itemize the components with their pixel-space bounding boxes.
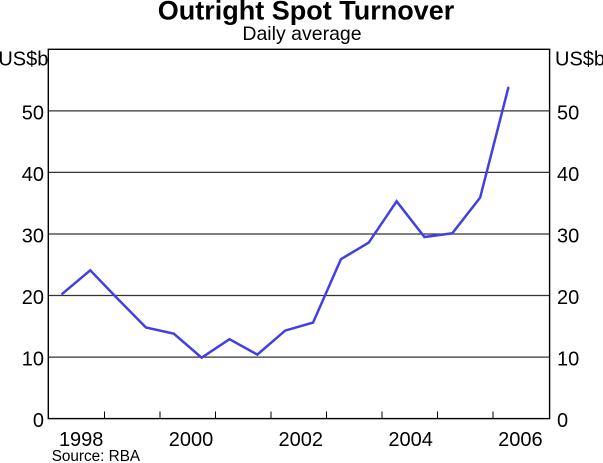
svg-text:2004: 2004 [388, 429, 433, 451]
svg-text:0: 0 [557, 410, 568, 432]
svg-text:40: 40 [22, 164, 44, 186]
svg-text:30: 30 [557, 226, 579, 248]
svg-text:US$b: US$b [555, 49, 603, 71]
svg-text:0: 0 [33, 410, 44, 432]
svg-text:30: 30 [22, 226, 44, 248]
svg-text:1998: 1998 [59, 429, 104, 451]
svg-text:Daily average: Daily average [242, 23, 361, 45]
svg-text:50: 50 [557, 102, 579, 124]
svg-text:20: 20 [22, 287, 44, 309]
svg-text:10: 10 [22, 349, 44, 371]
svg-text:2000: 2000 [169, 429, 214, 451]
svg-text:2006: 2006 [498, 429, 543, 451]
svg-text:2002: 2002 [279, 429, 324, 451]
svg-text:10: 10 [557, 349, 579, 371]
svg-text:Source: RBA: Source: RBA [52, 448, 141, 463]
svg-text:20: 20 [557, 287, 579, 309]
svg-text:40: 40 [557, 164, 579, 186]
svg-text:50: 50 [22, 102, 44, 124]
svg-text:US$b: US$b [0, 49, 48, 71]
svg-text:Outright Spot Turnover: Outright Spot Turnover [158, 0, 455, 26]
